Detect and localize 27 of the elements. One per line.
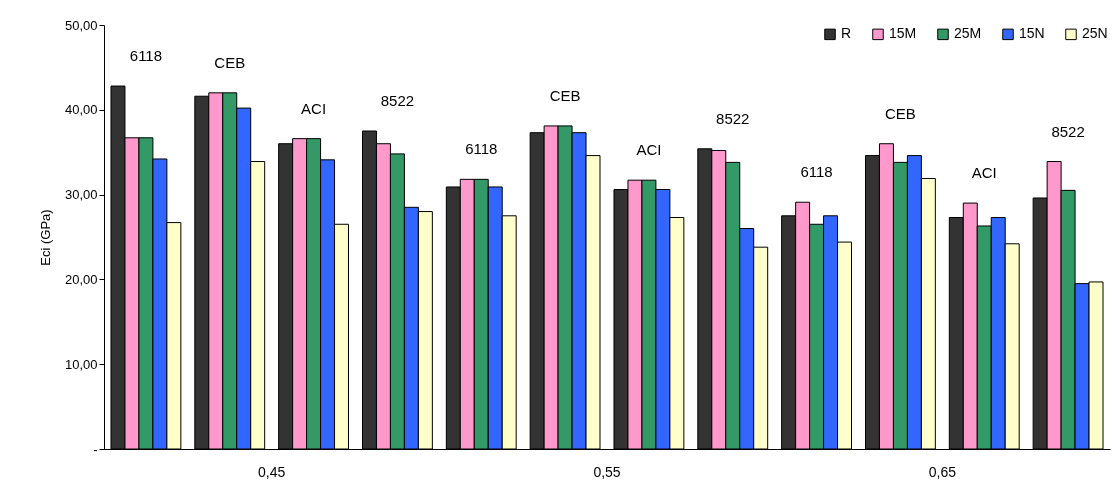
x-tick-label: ACI <box>636 141 662 159</box>
x-tick-label: 8522 <box>716 109 750 127</box>
x-tick-label: CEB <box>884 104 916 122</box>
legend-label: 15N <box>1019 25 1045 42</box>
y-tick-label: - <box>93 441 98 457</box>
legend-label: 25M <box>954 25 982 42</box>
y-tick-label: 40,00 <box>64 102 98 118</box>
y-tick-label: 30,00 <box>64 187 98 203</box>
x-tick-label: 8522 <box>1051 122 1085 140</box>
legend-label: 15M <box>889 25 917 42</box>
y-axis-title: Eci (GPa) <box>37 209 53 266</box>
y-tick-label: 20,00 <box>64 271 98 287</box>
legend-label: 25N <box>1082 25 1108 42</box>
text: 0,65 <box>928 464 957 480</box>
y-tick-label: 10,00 <box>64 356 98 372</box>
x-tick-label: 8522 <box>380 92 415 109</box>
text: 0,55 <box>593 464 621 480</box>
text: 0,45 <box>258 464 286 480</box>
x-tick-label: ACI <box>301 99 327 117</box>
x-tick-label: CEB <box>549 86 581 104</box>
legend-label: R <box>841 25 852 42</box>
x-tick-label: 6118 <box>800 163 833 181</box>
x-tick-label: 6118 <box>465 140 498 158</box>
y-tick-label: 50,00 <box>64 17 98 33</box>
x-tick-label: 6118 <box>129 47 163 65</box>
x-tick-label: ACI <box>971 164 997 182</box>
x-tick-label: CEB <box>214 53 246 71</box>
